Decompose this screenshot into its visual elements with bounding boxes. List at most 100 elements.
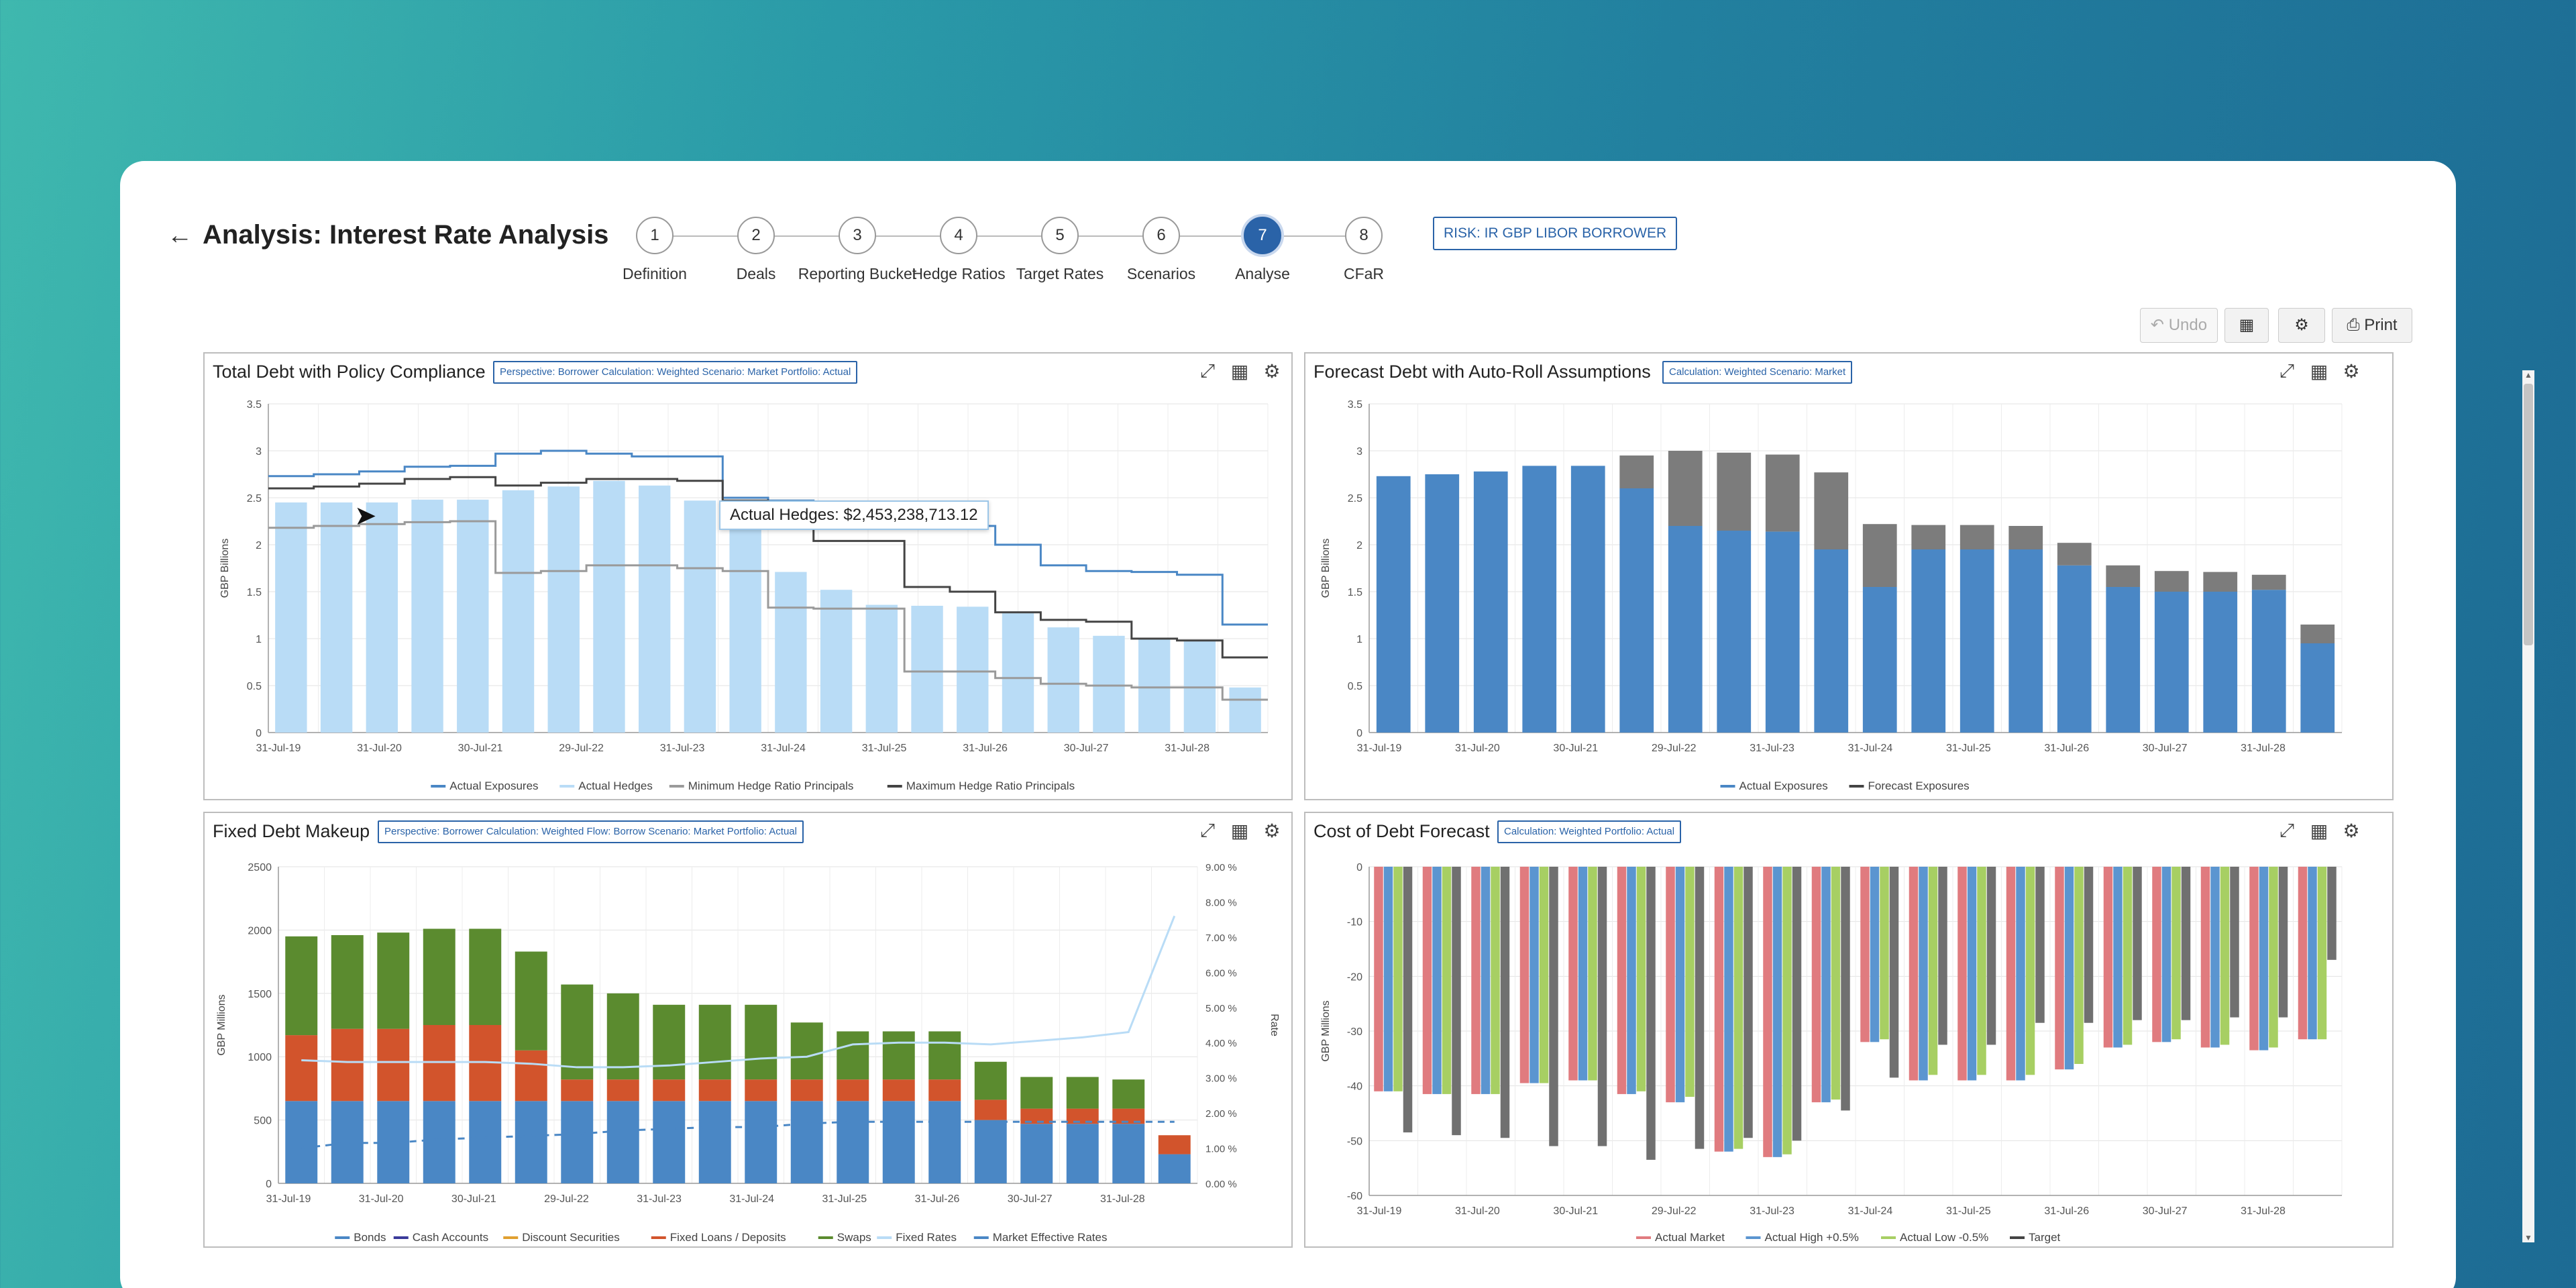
x-tick-label: 29-Jul-22	[1652, 743, 1697, 754]
bar-actual-market	[1957, 867, 1967, 1081]
y-tick-label: 2000	[248, 925, 272, 936]
panel-filter-tag[interactable]: Perspective: Borrower Calculation: Weigh…	[493, 361, 858, 384]
bar-actual-low-0-5-	[1831, 867, 1841, 1100]
x-tick-label: 31-Jul-19	[1357, 743, 1402, 754]
print-button[interactable]: ⎙ Print	[2332, 308, 2412, 343]
scroll-thumb[interactable]	[2524, 384, 2533, 645]
gear-icon[interactable]: ⚙	[2343, 820, 2360, 841]
bar-fixed-loans-deposits	[928, 1079, 961, 1102]
bar-bonds	[1020, 1124, 1053, 1183]
x-tick-label: 31-Jul-20	[359, 1193, 404, 1205]
y-tick-label: -10	[1347, 917, 1362, 928]
table-icon[interactable]: ▦	[1230, 820, 1249, 841]
y-tick-label: -60	[1347, 1191, 1362, 1202]
x-tick-label: 31-Jul-19	[256, 743, 301, 754]
step-1[interactable]: 1 Definition	[594, 217, 715, 284]
bar-actual-hedges	[275, 502, 307, 733]
bar-actual-high-0-5-	[1821, 867, 1831, 1103]
step-2[interactable]: 2 Deals	[696, 217, 816, 284]
grid-view-button[interactable]: ▦	[2224, 308, 2269, 343]
bar-target	[2230, 867, 2239, 1018]
bar-swaps	[469, 928, 502, 1025]
bar-fixed-loans-deposits	[1158, 1135, 1191, 1155]
bar-actual-hedges	[366, 502, 398, 733]
gear-icon[interactable]: ⚙	[1263, 361, 1281, 382]
bar-forecast-exposures	[1814, 472, 1849, 549]
scroll-down-icon[interactable]: ▼	[2524, 1233, 2532, 1242]
table-icon[interactable]: ▦	[2310, 361, 2328, 382]
settings-button[interactable]: ⚙	[2278, 308, 2325, 343]
bar-target	[1743, 867, 1753, 1138]
expand-icon[interactable]: ⤢	[1199, 360, 1216, 381]
bar-actual-exposures	[1570, 466, 1605, 733]
bar-target	[1452, 867, 1461, 1136]
panel-title: Fixed Debt Makeup	[213, 821, 370, 841]
bar-bonds	[423, 1101, 455, 1183]
bar-target	[1792, 867, 1802, 1141]
bar-target	[2278, 867, 2288, 1018]
bar-target	[1597, 867, 1607, 1146]
step-3[interactable]: 3 Reporting Bucket	[797, 217, 918, 284]
y-tick-label: 3.5	[1348, 399, 1362, 411]
bar-swaps	[1112, 1079, 1145, 1109]
bar-bonds	[515, 1101, 547, 1183]
gear-icon[interactable]: ⚙	[2343, 361, 2360, 382]
step-7[interactable]: 7 Analyse	[1202, 217, 1323, 284]
legend-item: Swaps	[837, 1231, 871, 1244]
bar-bonds	[606, 1101, 639, 1183]
bar-actual-hedges	[729, 502, 761, 733]
expand-icon[interactable]: ⤢	[1199, 820, 1216, 841]
bar-actual-low-0-5-	[1880, 867, 1889, 1040]
bar-swaps	[331, 934, 364, 1029]
x-tick-label: 31-Jul-24	[1848, 743, 1893, 754]
x-tick-label: 31-Jul-23	[1750, 743, 1794, 754]
bar-target	[1500, 867, 1510, 1138]
undo-button[interactable]: ↶ Undo	[2140, 308, 2218, 343]
step-number: 6	[1142, 217, 1180, 254]
bar-actual-market	[2249, 867, 2259, 1051]
panel-title: Total Debt with Policy Compliance	[213, 362, 486, 382]
panel-cost-of-debt: Cost of Debt Forecast Calculation: Weigh…	[1304, 812, 2394, 1248]
bar-bonds	[974, 1120, 1007, 1183]
panel-filter-tag[interactable]: Calculation: Weighted Portfolio: Actual	[1497, 820, 1682, 843]
scrollbar[interactable]: ▲ ▼	[2522, 370, 2534, 1242]
bar-bonds	[1112, 1124, 1145, 1183]
x-tick-label: 31-Jul-20	[1455, 743, 1500, 754]
x-tick-label: 31-Jul-24	[761, 743, 806, 754]
bar-fixed-loans-deposits	[515, 1050, 547, 1102]
bar-actual-hedges	[320, 502, 353, 733]
expand-icon[interactable]: ⤢	[2279, 360, 2295, 381]
bar-actual-hedges	[1002, 613, 1034, 733]
bar-target	[1549, 867, 1558, 1146]
table-icon[interactable]: ▦	[1230, 361, 1249, 382]
step-6[interactable]: 6 Scenarios	[1101, 217, 1222, 284]
series-line	[268, 520, 1268, 701]
bar-actual-hedges	[457, 499, 489, 733]
x-tick-label: 31-Jul-25	[1946, 1205, 1991, 1217]
bar-actual-high-0-5-	[1529, 867, 1539, 1083]
risk-badge[interactable]: RISK: IR GBP LIBOR BORROWER	[1433, 217, 1678, 250]
bar-actual-hedges	[1229, 687, 1261, 733]
legend-item: Fixed Rates	[896, 1231, 957, 1244]
gear-icon[interactable]: ⚙	[1263, 820, 1281, 841]
bar-actual-market	[1763, 867, 1772, 1157]
bar-fixed-loans-deposits	[790, 1079, 823, 1102]
step-5[interactable]: 5 Target Rates	[1000, 217, 1120, 284]
step-4[interactable]: 4 Hedge Ratios	[898, 217, 1019, 284]
panel-filter-tag[interactable]: Perspective: Borrower Calculation: Weigh…	[378, 820, 804, 843]
bar-actual-high-0-5-	[2308, 867, 2317, 1040]
step-number: 8	[1345, 217, 1383, 254]
legend-item: Target	[2029, 1231, 2061, 1244]
scroll-up-icon[interactable]: ▲	[2524, 370, 2532, 380]
bar-actual-exposures	[1376, 476, 1411, 733]
bar-swaps	[606, 993, 639, 1080]
y-tick-label: -40	[1347, 1081, 1362, 1093]
step-8[interactable]: 8 CFaR	[1303, 217, 1424, 284]
step-label: Hedge Ratios	[912, 265, 1006, 282]
panel-filter-tag[interactable]: Calculation: Weighted Scenario: Market	[1662, 361, 1853, 384]
bar-forecast-exposures	[2008, 526, 2043, 549]
table-icon[interactable]: ▦	[2310, 820, 2328, 841]
expand-icon[interactable]: ⤢	[2279, 820, 2295, 841]
back-arrow-icon[interactable]: ←	[167, 221, 193, 250]
bar-bonds	[561, 1101, 594, 1183]
